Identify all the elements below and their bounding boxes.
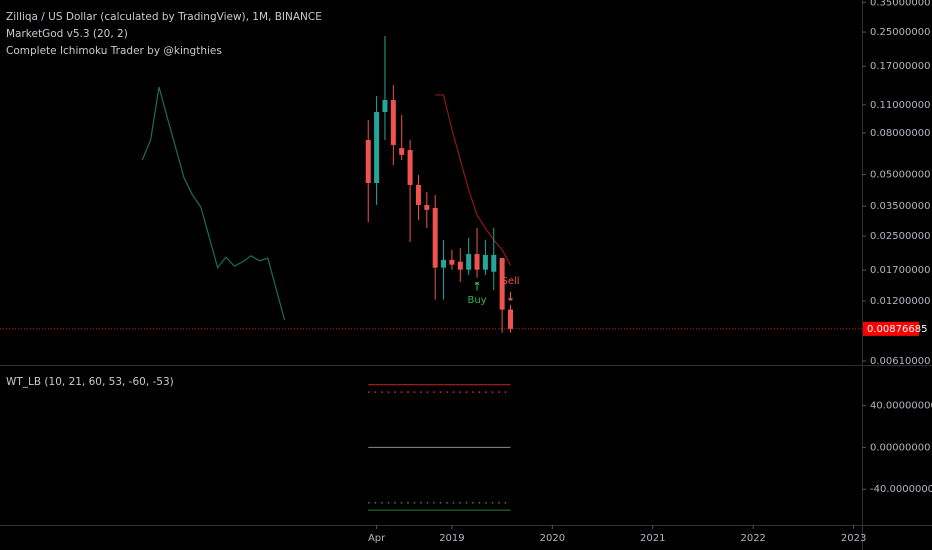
x-tick-label: 2021 <box>640 533 665 544</box>
candle-body <box>424 204 430 210</box>
indicator-label: MarketGod v5.3 (20, 2) <box>6 28 128 40</box>
last-price-badge <box>863 321 919 336</box>
y-tick-label: 0.11000000 <box>870 100 930 111</box>
y-tick-label: 0.03500000 <box>870 201 930 212</box>
y-tick-label: 0.17000000 <box>870 61 930 72</box>
y-tick-label: 0.05000000 <box>870 170 930 181</box>
y-tick-label: 0.00610000 <box>870 356 930 367</box>
y-tick-label: 40.00000000 <box>870 401 932 412</box>
signal-label: Sell <box>501 276 519 287</box>
candle-body <box>441 259 447 268</box>
candle-body <box>399 148 405 155</box>
candle-body <box>466 254 472 270</box>
signal-label: Buy <box>467 295 486 306</box>
candle-body <box>365 140 371 183</box>
x-tick-label: 2022 <box>740 533 765 544</box>
indicator-label: WT_LB (10, 21, 60, 53, -60, -53) <box>6 376 174 388</box>
candle-body <box>508 309 514 329</box>
candle-body <box>382 100 388 112</box>
symbol-title: Zilliqa / US Dollar (calculated by Tradi… <box>6 11 322 23</box>
candle-body <box>415 184 421 205</box>
indicator-line <box>141 86 286 321</box>
candle-body <box>482 254 488 270</box>
x-tick-label: Apr <box>368 533 386 544</box>
y-tick-label: -40.00000000 <box>870 484 932 495</box>
candle-body <box>474 254 480 270</box>
y-tick-label: 0.08000000 <box>870 128 930 139</box>
y-tick-label: 0.25000000 <box>870 27 930 38</box>
x-tick-label: 2023 <box>841 533 866 544</box>
signal-arrow <box>474 282 480 291</box>
y-tick-label: 0.00000000 <box>870 442 930 453</box>
last-price-label: 0.00876685 <box>867 324 927 335</box>
x-tick-label: 2020 <box>540 533 565 544</box>
indicator-line <box>435 94 512 266</box>
indicator-label: Complete Ichimoku Trader by @kingthies <box>6 45 222 57</box>
y-tick-label: 0.35000000 <box>870 0 930 8</box>
x-tick-label: 2019 <box>439 533 464 544</box>
candle-body <box>457 261 463 270</box>
candle-body <box>432 208 438 268</box>
candle-body <box>407 150 413 185</box>
y-tick-label: 0.01700000 <box>870 265 930 276</box>
candle-body <box>390 100 396 145</box>
candle-body <box>374 111 380 183</box>
candle-body <box>491 254 497 272</box>
candle-body <box>499 258 505 310</box>
signal-arrow <box>508 291 513 301</box>
y-tick-label: 0.02500000 <box>870 231 930 242</box>
y-tick-label: 0.01200000 <box>870 296 930 307</box>
candle-body <box>449 259 455 265</box>
